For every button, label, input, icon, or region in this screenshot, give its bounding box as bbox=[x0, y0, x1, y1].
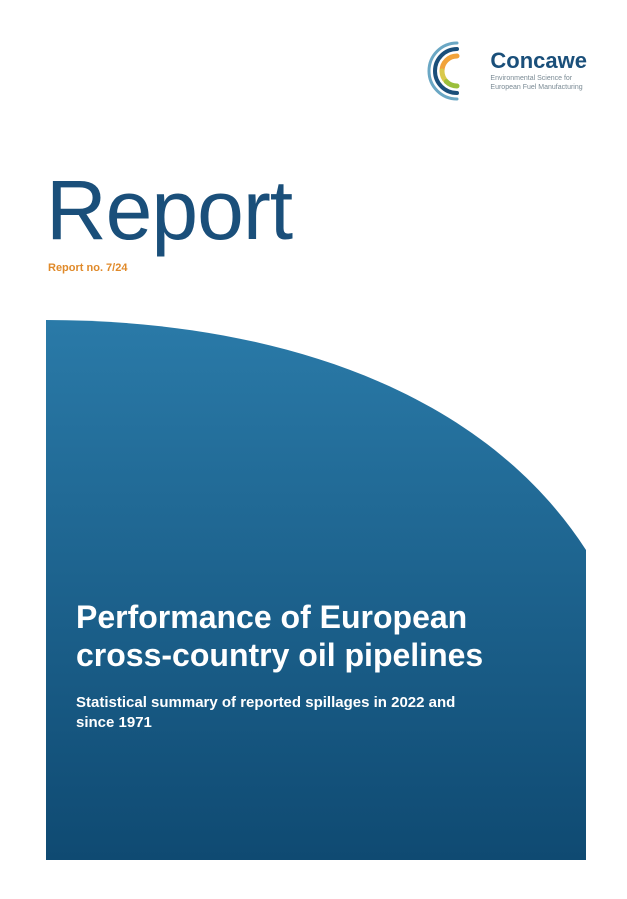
logo-text: Concawe Environmental Science for Europe… bbox=[490, 50, 587, 92]
logo-name: Concawe bbox=[490, 50, 587, 72]
report-subtitle: Statistical summary of reported spillage… bbox=[76, 693, 476, 734]
panel-shape bbox=[46, 320, 586, 860]
logo-block: Concawe Environmental Science for Europe… bbox=[424, 40, 587, 102]
report-heading: Report bbox=[46, 168, 292, 252]
report-cover-page: Concawe Environmental Science for Europe… bbox=[0, 0, 627, 899]
report-number: Report no. 7/24 bbox=[48, 262, 127, 274]
logo-tagline: Environmental Science for European Fuel … bbox=[490, 75, 587, 92]
logo-tagline-line1: Environmental Science for bbox=[490, 75, 572, 82]
report-title: Performance of European cross-country oi… bbox=[76, 598, 536, 675]
panel-text-block: Performance of European cross-country oi… bbox=[76, 598, 556, 733]
title-panel: Performance of European cross-country oi… bbox=[46, 320, 586, 860]
logo-tagline-line2: European Fuel Manufacturing bbox=[490, 84, 582, 91]
concawe-arcs-icon bbox=[424, 40, 486, 102]
